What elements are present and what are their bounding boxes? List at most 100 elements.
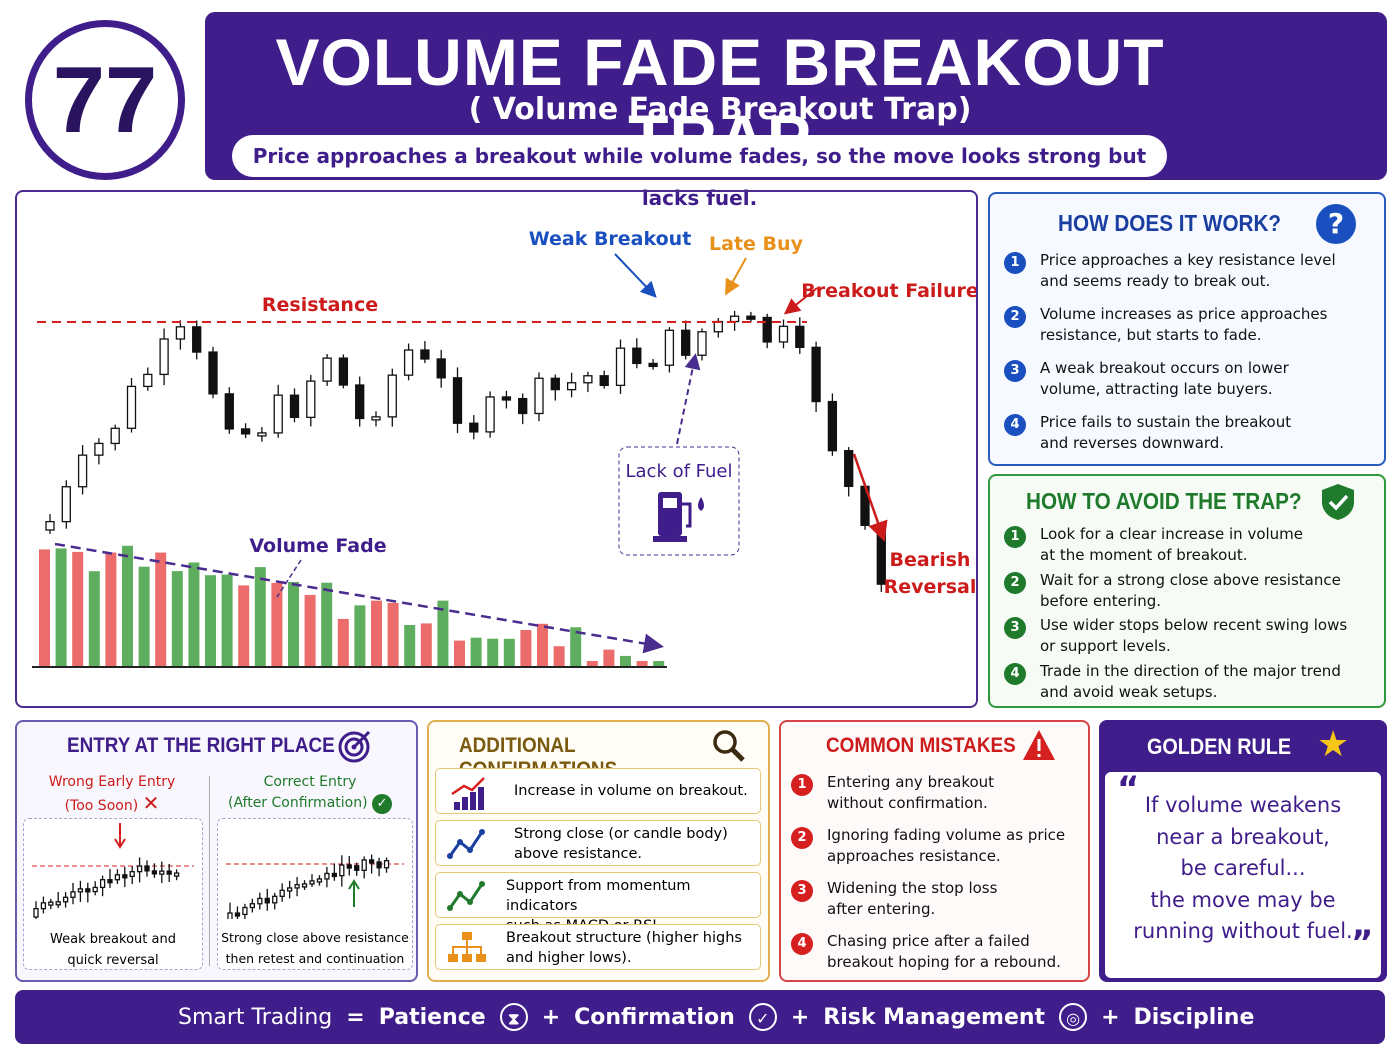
footer-text: Smart Trading — [178, 1004, 333, 1030]
volume-bar — [171, 571, 183, 667]
wrong-label: Wrong Early Entry (Too Soon) ✕ — [17, 772, 207, 817]
candle — [664, 329, 675, 366]
icon-part — [448, 883, 484, 909]
confirm-line: above resistance. — [514, 846, 643, 862]
quote-mark: ” — [1351, 923, 1374, 963]
step-line: breakout hoping for a rebound. — [827, 953, 1061, 971]
confirm-text: Breakout structure (higher highs and high… — [506, 928, 742, 968]
step: 2 Volume increases as price approaches res… — [1004, 304, 1327, 346]
candle — [126, 385, 137, 429]
candle — [264, 897, 270, 904]
icon-part — [476, 954, 486, 962]
confirm-panel: ADDITIONAL CONFIRMATIONS Increase in vol… — [427, 720, 770, 982]
step-line: resistance, but starts to fade. — [1040, 326, 1262, 344]
step-line: and reverses downward. — [1040, 434, 1225, 452]
volume-bar — [454, 640, 465, 667]
arrow — [852, 453, 888, 542]
footer-text: + — [1101, 1004, 1120, 1030]
candle — [114, 874, 121, 881]
quote-line: running without fuel. — [1133, 919, 1353, 943]
confirm-item: Strong close (or candle body) above resis… — [435, 820, 761, 866]
footer-text: Patience — [378, 1004, 486, 1030]
candle — [322, 357, 332, 382]
candle — [33, 907, 39, 918]
icon — [1023, 730, 1055, 760]
icon-part — [447, 905, 453, 911]
candle — [403, 349, 414, 376]
trend-arrow — [54, 542, 664, 654]
icon — [447, 881, 485, 911]
candle — [173, 872, 180, 877]
step-line: Ignoring fading volume as price — [827, 826, 1066, 844]
candle — [151, 870, 158, 875]
label: Resistance — [262, 294, 378, 316]
icon-part — [447, 853, 453, 859]
candle — [309, 880, 315, 885]
candle — [286, 887, 293, 892]
candle — [615, 347, 626, 387]
volume-bar — [138, 566, 150, 667]
footer-icon: ◎ — [1059, 1003, 1088, 1031]
icon: ? — [1316, 204, 1356, 244]
footer-text: = — [346, 1004, 365, 1030]
candle — [94, 442, 104, 456]
label-line: (After Confirmation) ✓ — [213, 793, 407, 814]
step: 3 Widening the stop loss after entering. — [791, 878, 997, 920]
candle — [452, 377, 463, 424]
step-number: 2 — [1004, 306, 1026, 328]
volume-bar — [221, 574, 233, 667]
step-line: and avoid weak setups. — [1040, 682, 1218, 701]
step: 4 Price fails to sustain the breakout and … — [1004, 412, 1291, 454]
candle — [227, 912, 233, 923]
volume-bar — [653, 661, 665, 667]
step: 4 Trade in the direction of the major tre… — [1004, 661, 1341, 703]
candle — [175, 326, 186, 340]
candle — [518, 397, 528, 415]
icon-part — [457, 839, 463, 845]
icon-part — [457, 891, 463, 897]
volume-bar — [105, 552, 117, 667]
step-number: 4 — [1004, 662, 1026, 685]
candle — [632, 347, 642, 365]
icon-part — [470, 792, 476, 810]
caption: Strong close above resistance then retest… — [218, 927, 412, 969]
icon — [451, 777, 485, 810]
candle — [240, 428, 251, 435]
caption: Weak breakout and quick reversal — [24, 929, 202, 971]
volume-bar — [603, 649, 615, 667]
candle — [166, 870, 172, 875]
step-line: at the moment of breakout. — [1040, 546, 1248, 564]
step-number: 1 — [1004, 526, 1026, 548]
volume-bar — [503, 638, 515, 667]
volume-bar — [354, 605, 366, 667]
footer-text: + — [790, 1004, 810, 1030]
step-number: 3 — [1004, 617, 1026, 639]
volume-bar — [205, 575, 216, 667]
icon-part — [454, 802, 460, 810]
candle — [648, 362, 658, 368]
label-line: Wrong Early Entry — [48, 774, 176, 790]
candle — [110, 427, 120, 445]
volume-bar — [570, 627, 582, 667]
step-number: 1 — [1004, 252, 1026, 274]
volume-bar — [553, 646, 565, 667]
candle — [144, 865, 150, 872]
chart-panel: Resistance Weak Breakout Late Buy Breako… — [15, 190, 978, 708]
candle — [136, 865, 143, 873]
tagline: Price approaches a breakout while volume… — [232, 135, 1167, 210]
candle — [40, 902, 47, 910]
volume-bar — [420, 623, 432, 667]
label: Late Buy — [709, 233, 804, 255]
label: Bearish — [890, 549, 971, 571]
volume-bar — [321, 582, 333, 667]
mini-chart — [226, 854, 404, 932]
icon-part — [462, 932, 472, 940]
candle — [534, 377, 544, 415]
candle — [272, 895, 278, 904]
label-part: (After Confirmation) — [227, 795, 368, 811]
label-line: (Too Soon) ✕ — [64, 791, 160, 815]
step-line: Entering any breakout — [827, 773, 995, 791]
confirm-line: and higher lows). — [506, 950, 632, 966]
volume-bar — [39, 549, 50, 667]
confirm-item: Breakout structure (higher highs and high… — [435, 924, 761, 970]
